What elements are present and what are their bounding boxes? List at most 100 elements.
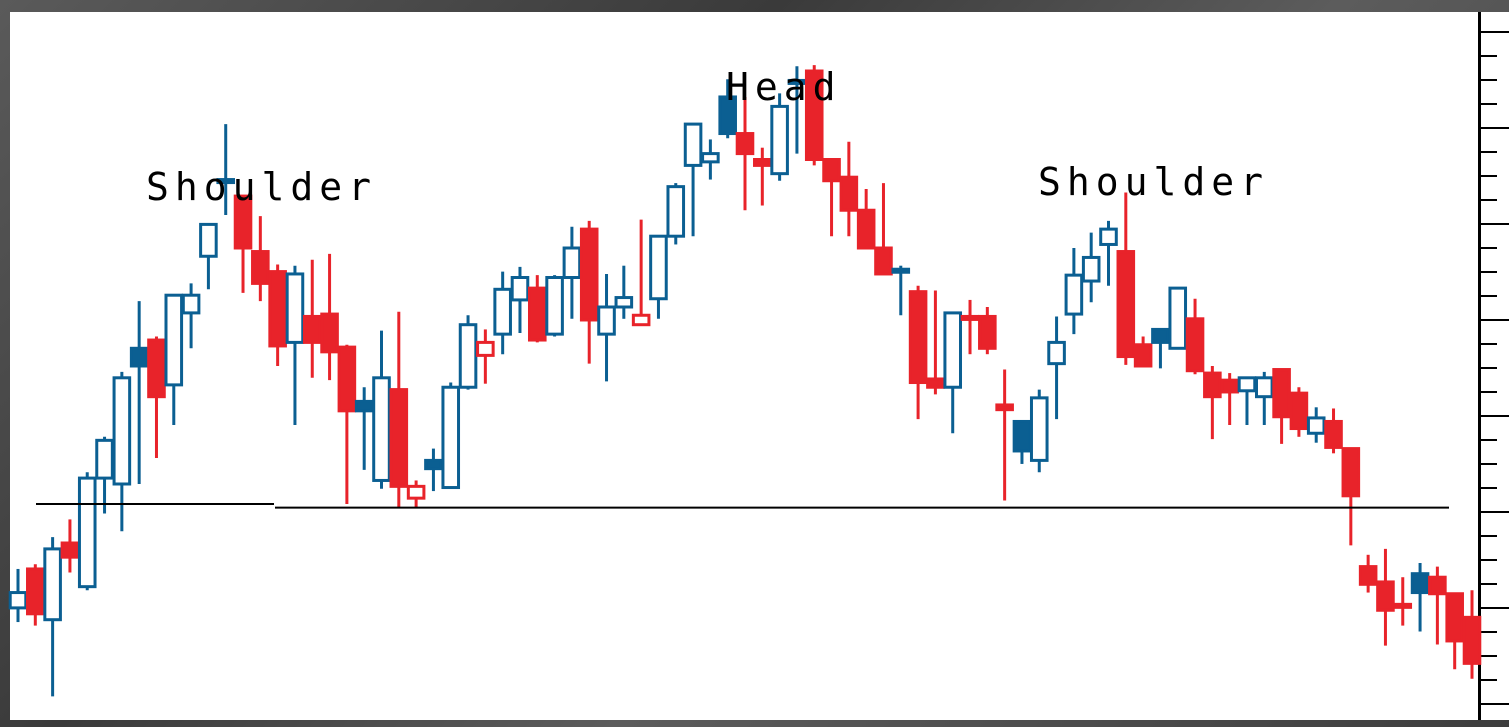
candle (562, 226, 582, 319)
candle-body (337, 345, 357, 413)
candle-body (1428, 575, 1447, 596)
candle-body (1047, 340, 1066, 366)
candle-body (1358, 565, 1378, 586)
candle-body (579, 227, 599, 322)
candle (1220, 373, 1239, 425)
candle (822, 158, 841, 237)
candle-body (874, 246, 893, 276)
candle (787, 66, 807, 154)
candle-body (701, 152, 720, 164)
candle (129, 301, 149, 484)
candle (60, 519, 80, 573)
candle (1203, 366, 1222, 440)
candle (233, 194, 253, 293)
candle (95, 436, 114, 514)
candle-body (995, 403, 1014, 412)
candle-body (735, 132, 755, 156)
candle (683, 122, 703, 237)
candle (8, 568, 28, 623)
candle (476, 329, 495, 384)
candle (753, 147, 772, 206)
candle (199, 222, 218, 290)
candle-body (1324, 419, 1343, 449)
candle-body (77, 476, 97, 589)
candle (1012, 419, 1032, 464)
candle (1393, 577, 1413, 626)
candle-body (441, 385, 461, 490)
candles (8, 65, 1482, 697)
candle-body (1410, 572, 1430, 595)
candle-body (1116, 250, 1136, 359)
candle (1289, 387, 1309, 437)
candle (978, 307, 997, 355)
candle-body (181, 293, 201, 315)
candle-body (1081, 255, 1101, 283)
candle (1254, 371, 1274, 425)
candle (337, 344, 357, 505)
candle-body (164, 293, 184, 387)
candle-body (597, 305, 616, 336)
candle-body (908, 290, 928, 385)
candle (527, 275, 547, 343)
candle (1185, 298, 1205, 375)
candle (181, 283, 201, 349)
candle-body (562, 246, 582, 279)
candle (1116, 192, 1136, 365)
candle (804, 65, 824, 166)
candle-body (129, 346, 149, 368)
candle (891, 265, 911, 316)
candle-body (8, 591, 28, 610)
candle-body (216, 178, 236, 185)
candle-body (1393, 602, 1413, 609)
candle-body (856, 208, 876, 250)
candle (545, 275, 564, 337)
candle (874, 183, 893, 276)
candle (1341, 447, 1361, 546)
candle (701, 139, 720, 180)
candle (493, 271, 512, 355)
candle (458, 315, 478, 390)
candle (320, 253, 339, 381)
candle-body (891, 267, 911, 274)
candle-body (1064, 273, 1084, 316)
candle-body (458, 323, 478, 389)
candle (839, 141, 859, 237)
candle (285, 265, 305, 425)
candle (631, 219, 651, 327)
candle (1168, 286, 1188, 350)
candle-body (960, 314, 980, 321)
candle (1064, 248, 1084, 335)
candle-body (1151, 327, 1170, 344)
candle-body (251, 250, 270, 285)
candle (147, 336, 166, 459)
head-label: Head (726, 65, 842, 109)
candle (579, 220, 599, 364)
candle-body (943, 311, 963, 389)
candle-body (1272, 368, 1291, 419)
candle (1410, 563, 1430, 632)
candle-body (822, 158, 841, 183)
candle (1445, 592, 1464, 670)
price-axis-ticks (1481, 31, 1509, 705)
candle (735, 96, 755, 211)
candle (1133, 336, 1153, 368)
candle (926, 290, 945, 395)
candle-body (1445, 592, 1464, 643)
candle-body (285, 272, 305, 344)
candle (1272, 368, 1291, 444)
candle-body (320, 312, 339, 354)
candle (302, 259, 322, 378)
candle (1306, 407, 1326, 443)
candle-body (978, 314, 997, 350)
candle (1428, 566, 1447, 645)
candle-body (476, 340, 495, 357)
candle (510, 266, 530, 333)
candle (112, 371, 132, 532)
candle-body (510, 276, 530, 302)
candle-body (649, 234, 668, 301)
price-axis (1478, 12, 1509, 720)
candle-body (43, 547, 62, 622)
candle-body (424, 458, 443, 471)
